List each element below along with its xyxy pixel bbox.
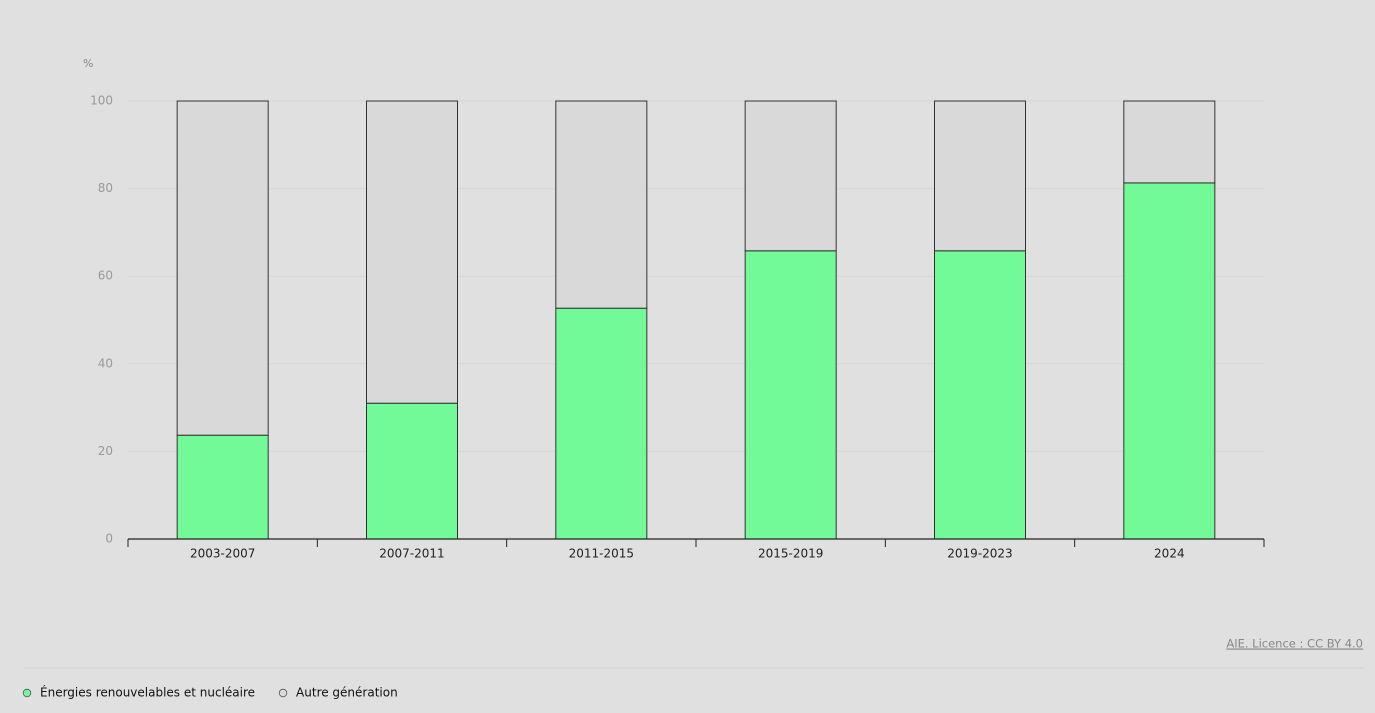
bar-segment	[744, 250, 837, 540]
bar-segment	[1123, 182, 1216, 540]
x-tick-label: 2003-2007	[190, 547, 255, 561]
bar-segment	[934, 100, 1026, 252]
source-link[interactable]: AIE. Licence : CC BY 4.0	[1226, 637, 1363, 651]
x-tick-label: 2024	[1154, 547, 1185, 561]
y-axis-label: %	[83, 57, 93, 70]
bar-segment	[555, 307, 648, 540]
bar-segment	[366, 100, 458, 404]
x-tick-label: 2007-2011	[379, 547, 444, 561]
x-tick-label: 2019-2023	[947, 547, 1012, 561]
y-tick-label: 100	[90, 94, 113, 108]
bar-segment	[1123, 100, 1216, 184]
y-tick-label: 40	[98, 356, 113, 370]
y-tick-label: 60	[98, 269, 113, 283]
bar-segment	[366, 402, 458, 540]
legend-label[interactable]: Énergies renouvelables et nucléaire	[40, 685, 255, 700]
x-tick-label: 2011-2015	[569, 547, 634, 561]
legend-marker[interactable]	[22, 688, 32, 698]
y-tick-label: 20	[98, 444, 113, 458]
legend-marker[interactable]	[278, 688, 288, 698]
x-tick-label: 2015-2019	[758, 547, 823, 561]
legend-label[interactable]: Autre génération	[296, 686, 398, 700]
bar-segment	[555, 100, 648, 309]
y-tick-label: 80	[98, 181, 113, 195]
y-tick-label: 0	[105, 532, 113, 546]
bar-segment	[176, 100, 269, 436]
bar-segment	[176, 434, 269, 540]
bar-segment	[744, 100, 837, 252]
bar-segment	[934, 250, 1026, 540]
